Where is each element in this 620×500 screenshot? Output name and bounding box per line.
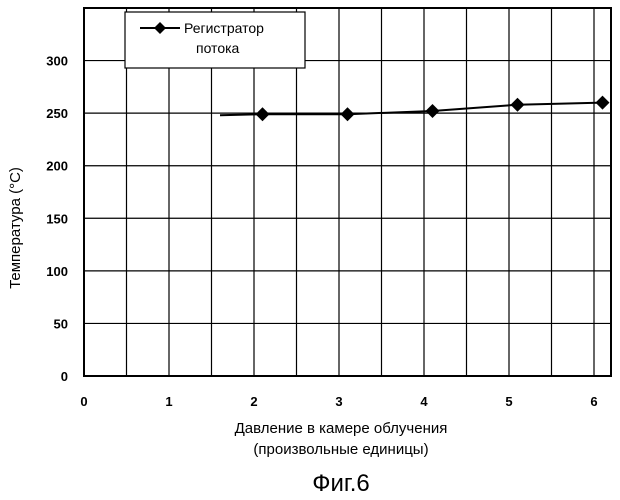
y-tick-label: 250 bbox=[46, 106, 68, 121]
figure-caption: Фиг.6 bbox=[312, 470, 370, 497]
data-point-diamond bbox=[511, 98, 525, 112]
x-tick-label: 1 bbox=[165, 394, 172, 409]
y-tick-label: 150 bbox=[46, 211, 68, 226]
data-point-diamond bbox=[426, 104, 440, 118]
y-axis-label: Температура (°C) bbox=[7, 167, 24, 289]
x-tick-label: 4 bbox=[420, 394, 428, 409]
y-tick-label: 300 bbox=[46, 54, 68, 69]
legend: Регистратор потока bbox=[125, 12, 305, 68]
y-tick-label: 200 bbox=[46, 159, 68, 174]
x-tick-label: 2 bbox=[250, 394, 257, 409]
y-tick-label: 0 bbox=[61, 369, 68, 384]
data-point-diamond bbox=[341, 107, 355, 121]
x-axis-label-line2: (произвольные единицы) bbox=[253, 441, 428, 458]
x-tick-label: 0 bbox=[80, 394, 87, 409]
y-tick-label: 50 bbox=[54, 316, 68, 331]
legend-label-line2: потока bbox=[196, 40, 240, 56]
data-point-diamond bbox=[256, 107, 270, 121]
y-tick-label: 100 bbox=[46, 264, 68, 279]
x-axis-label-line1: Давление в камере облучения bbox=[235, 420, 448, 437]
x-tick-label: 5 bbox=[505, 394, 512, 409]
x-tick-label: 3 bbox=[335, 394, 342, 409]
data-point-diamond bbox=[596, 96, 610, 110]
legend-label-line1: Регистратор bbox=[184, 20, 264, 36]
x-tick-label: 6 bbox=[590, 394, 597, 409]
